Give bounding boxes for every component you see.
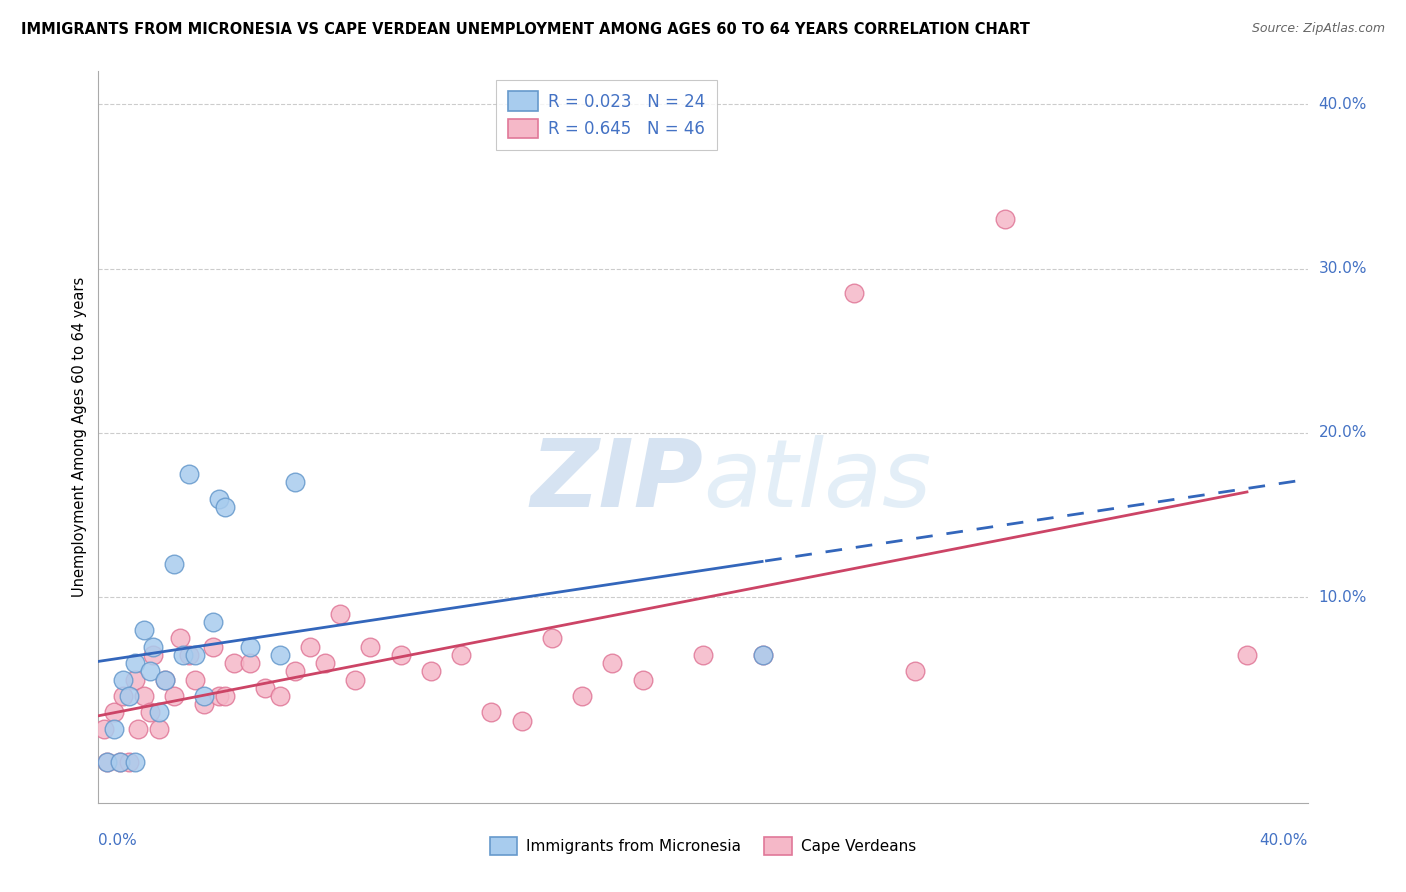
Text: 30.0%: 30.0% [1319,261,1367,277]
Point [148,722,170,736]
Point [193,689,215,703]
Point [139,665,162,679]
Point [994,212,1017,227]
Point [284,475,307,490]
Text: 10.0%: 10.0% [1319,590,1367,605]
Point [193,697,215,711]
Y-axis label: Unemployment Among Ages 60 to 64 years: Unemployment Among Ages 60 to 64 years [72,277,87,598]
Point [314,656,336,670]
Point [208,491,231,506]
Point [571,689,593,703]
Point [344,673,367,687]
Point [208,689,231,703]
Point [299,640,322,654]
Point [253,681,276,695]
Point [269,648,291,662]
Point [284,665,307,679]
Point [184,673,207,687]
Point [631,673,654,687]
Point [96,755,118,769]
Point [108,755,131,769]
Point [118,755,141,769]
Point [214,689,236,703]
Point [1236,648,1258,662]
Point [118,689,141,703]
Text: IMMIGRANTS FROM MICRONESIA VS CAPE VERDEAN UNEMPLOYMENT AMONG AGES 60 TO 64 YEAR: IMMIGRANTS FROM MICRONESIA VS CAPE VERDE… [21,22,1031,37]
Point [752,648,775,662]
Point [127,722,149,736]
Point [481,706,503,720]
Point [904,665,927,679]
Point [329,607,352,621]
Text: 40.0%: 40.0% [1260,833,1308,848]
Point [93,722,115,736]
Point [111,673,134,687]
Point [179,467,201,481]
Point [224,656,246,670]
Legend: Immigrants from Micronesia, Cape Verdeans: Immigrants from Micronesia, Cape Verdean… [484,831,922,861]
Text: atlas: atlas [703,435,931,526]
Point [360,640,382,654]
Point [111,689,134,703]
Point [163,689,186,703]
Point [389,648,412,662]
Point [124,755,146,769]
Text: 0.0%: 0.0% [98,833,138,848]
Point [169,632,191,646]
Point [153,673,176,687]
Point [510,714,533,728]
Point [132,689,155,703]
Point [124,656,146,670]
Text: 40.0%: 40.0% [1319,96,1367,112]
Point [172,648,194,662]
Point [96,755,118,769]
Point [124,673,146,687]
Point [142,648,165,662]
Point [692,648,714,662]
Point [153,673,176,687]
Point [540,632,562,646]
Point [420,665,443,679]
Point [202,640,225,654]
Point [179,648,201,662]
Point [148,706,170,720]
Point [184,648,207,662]
Point [450,648,472,662]
Point [602,656,624,670]
Point [139,706,162,720]
Point [132,624,155,638]
Point [214,500,236,514]
Point [269,689,291,703]
Point [103,706,125,720]
Text: ZIP: ZIP [530,435,703,527]
Text: Source: ZipAtlas.com: Source: ZipAtlas.com [1251,22,1385,36]
Point [844,286,866,301]
Text: 20.0%: 20.0% [1319,425,1367,441]
Point [752,648,775,662]
Point [103,722,125,736]
Point [108,755,131,769]
Point [202,615,225,629]
Point [239,640,262,654]
Point [142,640,165,654]
Point [163,558,186,572]
Point [239,656,262,670]
